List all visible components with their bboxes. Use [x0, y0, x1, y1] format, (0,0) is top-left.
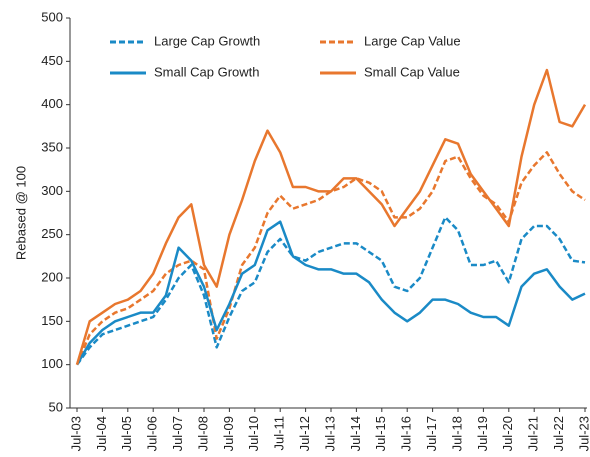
x-tick-label: Jul-06	[145, 416, 160, 451]
x-tick-label: Jul-17	[424, 416, 439, 451]
x-tick-label: Jul-18	[449, 416, 464, 451]
y-tick-label: 250	[41, 226, 63, 241]
y-tick-label: 350	[41, 139, 63, 154]
x-tick-label: Jul-10	[246, 416, 261, 451]
x-tick-label: Jul-11	[272, 416, 287, 450]
legend-label: Small Cap Value	[364, 64, 460, 79]
x-tick-label: Jul-03	[68, 416, 83, 451]
y-axis-label: Rebased @ 100	[13, 166, 28, 260]
series-line	[75, 151, 586, 366]
series-line	[75, 68, 587, 366]
x-tick-label: Jul-04	[94, 416, 109, 451]
x-tick-label: Jul-23	[576, 416, 590, 451]
series-line	[75, 220, 586, 366]
x-tick-label: Jul-14	[348, 416, 363, 451]
x-tick-label: Jul-16	[399, 416, 414, 451]
x-tick-label: Jul-19	[475, 416, 490, 451]
x-tick-label: Jul-05	[119, 416, 134, 451]
y-tick-label: 500	[41, 9, 63, 24]
legend-label: Large Cap Growth	[154, 33, 260, 48]
x-tick-label: Jul-08	[195, 416, 210, 451]
legend-label: Small Cap Growth	[154, 64, 259, 79]
y-tick-label: 200	[41, 269, 63, 284]
x-tick-label: Jul-13	[322, 416, 337, 451]
x-tick-label: Jul-20	[500, 416, 515, 451]
x-tick-label: Jul-12	[297, 416, 312, 451]
y-tick-label: 400	[41, 96, 63, 111]
y-tick-label: 300	[41, 183, 63, 198]
y-tick-label: 100	[41, 356, 63, 371]
x-tick-label: Jul-15	[373, 416, 388, 451]
x-tick-label: Jul-07	[170, 416, 185, 451]
y-tick-label: 50	[49, 399, 63, 414]
y-tick-label: 150	[41, 313, 63, 328]
series-line	[75, 216, 586, 366]
x-tick-label: Jul-09	[221, 416, 236, 451]
x-tick-label: Jul-22	[551, 416, 566, 451]
y-tick-label: 450	[41, 53, 63, 68]
x-tick-label: Jul-21	[526, 416, 541, 451]
legend-label: Large Cap Value	[364, 33, 461, 48]
